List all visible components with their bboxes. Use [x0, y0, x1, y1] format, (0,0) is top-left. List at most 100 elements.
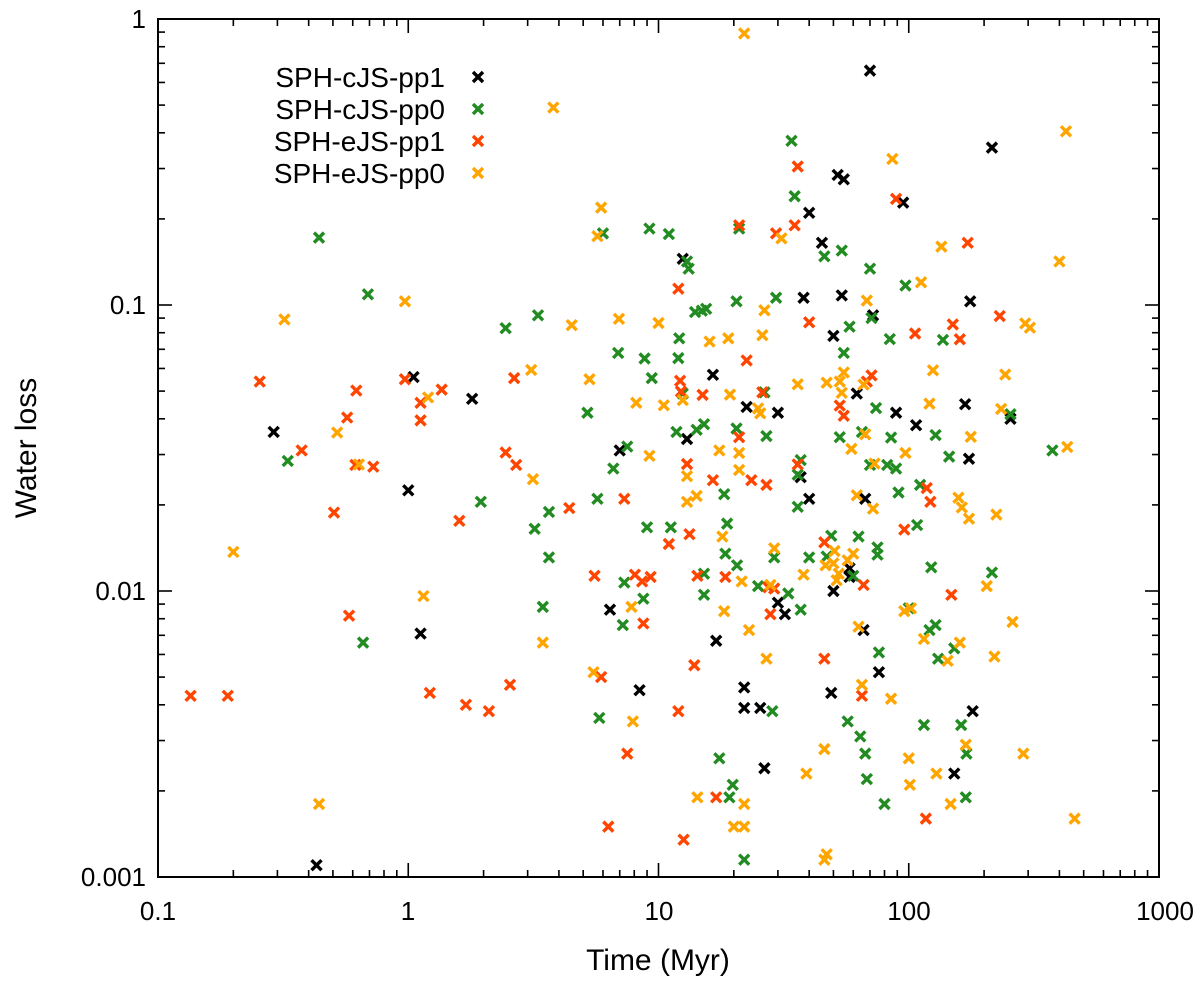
data-point-sph-ejs-pp1 [594, 670, 608, 684]
data-point-sph-ejs-pp1 [295, 444, 308, 457]
data-point-sph-ejs-pp1 [435, 383, 448, 396]
data-point-sph-ejs-pp0 [904, 602, 918, 615]
data-point-sph-cjs-pp1 [797, 291, 810, 304]
data-point-sph-ejs-pp0 [312, 797, 326, 811]
data-point-sph-cjs-pp0 [936, 333, 950, 347]
data-point-sph-ejs-pp0 [352, 458, 366, 471]
data-point-sph-ejs-pp0 [525, 363, 538, 377]
data-point-sph-ejs-pp0 [980, 579, 993, 593]
data-point-sph-cjs-pp1 [863, 64, 877, 77]
data-point-sph-cjs-pp1 [966, 704, 979, 718]
data-point-sph-ejs-pp0 [1006, 615, 1019, 629]
data-point-sph-ejs-pp1 [788, 219, 801, 232]
data-point-sph-cjs-pp1 [267, 425, 280, 439]
data-point-sph-ejs-pp0 [1053, 255, 1066, 268]
data-point-sph-cjs-pp0 [618, 576, 631, 589]
data-point-sph-ejs-pp0 [800, 767, 813, 780]
legend-marker-sph-ejs-pp1 [471, 134, 485, 148]
data-point-sph-cjs-pp0 [841, 715, 854, 728]
data-point-sph-ejs-pp1 [760, 478, 773, 492]
data-point-sph-ejs-pp0 [278, 313, 291, 326]
data-point-sph-cjs-pp0 [673, 332, 686, 345]
data-point-sph-ejs-pp0 [828, 544, 841, 558]
data-point-sph-ejs-pp0 [691, 791, 704, 804]
data-point-sph-ejs-pp0 [944, 797, 957, 811]
data-point-sph-ejs-pp0 [941, 654, 954, 668]
data-point-sph-cjs-pp1 [758, 762, 771, 775]
data-point-sph-ejs-pp1 [756, 386, 769, 399]
data-point-sph-ejs-pp1 [889, 192, 903, 206]
data-point-sph-cjs-pp0 [871, 541, 884, 554]
data-point-sph-ejs-pp1 [253, 375, 266, 388]
data-point-sph-cjs-pp1 [896, 196, 910, 209]
data-point-sph-ejs-pp0 [855, 678, 869, 691]
data-point-sph-cjs-pp1 [859, 492, 872, 506]
data-point-sph-cjs-pp0 [607, 462, 620, 475]
data-point-sph-ejs-pp0 [886, 152, 899, 166]
data-point-sph-ejs-pp1 [683, 527, 696, 541]
data-point-sph-ejs-pp0 [857, 378, 870, 391]
data-point-sph-cjs-pp1 [872, 666, 886, 679]
data-point-sph-ejs-pp0 [421, 391, 435, 404]
data-point-sph-ejs-pp1 [688, 659, 701, 672]
data-point-sph-ejs-pp1 [367, 460, 380, 473]
x-tick-label: 100 [887, 896, 930, 926]
data-point-sph-ejs-pp0 [899, 446, 912, 460]
data-point-sph-ejs-pp1 [423, 686, 437, 700]
data-point-sph-ejs-pp1 [818, 652, 831, 665]
data-point-sph-ejs-pp1 [919, 812, 933, 825]
data-point-sph-cjs-pp0 [854, 730, 867, 743]
data-point-sph-ejs-pp0 [735, 575, 748, 588]
data-point-sph-cjs-pp0 [865, 311, 878, 325]
data-point-sph-ejs-pp0 [1061, 440, 1074, 454]
data-point-sph-ejs-pp0 [820, 376, 833, 389]
data-point-sph-cjs-pp1 [958, 397, 972, 411]
data-point-sph-ejs-pp1 [791, 160, 804, 173]
data-point-sph-ejs-pp1 [414, 414, 427, 427]
data-point-sph-cjs-pp0 [959, 791, 972, 804]
data-point-sph-ejs-pp0 [680, 469, 694, 483]
data-point-sph-cjs-pp0 [720, 517, 734, 530]
y-tick-label: 1 [132, 4, 146, 34]
data-point-sph-ejs-pp0 [626, 715, 640, 728]
data-point-sph-ejs-pp1 [499, 446, 512, 459]
data-point-sph-ejs-pp0 [676, 393, 689, 407]
data-point-sph-ejs-pp1 [327, 506, 341, 519]
data-point-sph-ejs-pp0 [591, 230, 604, 243]
data-point-sph-cjs-pp0 [645, 371, 658, 385]
data-point-sph-ejs-pp1 [674, 385, 688, 398]
data-point-sph-ejs-pp1 [503, 678, 517, 691]
data-point-sph-ejs-pp0 [737, 820, 751, 833]
data-point-sph-cjs-pp0 [802, 551, 816, 564]
data-point-sph-cjs-pp0 [361, 288, 375, 301]
data-point-sph-cjs-pp0 [899, 279, 912, 292]
data-point-sph-ejs-pp0 [866, 502, 880, 515]
data-point-sph-cjs-pp0 [782, 587, 795, 600]
data-point-sph-cjs-pp1 [709, 634, 723, 647]
data-point-sph-cjs-pp1 [802, 492, 816, 506]
legend-marker-sph-ejs-pp0 [471, 166, 485, 180]
data-point-sph-ejs-pp0 [860, 294, 874, 307]
data-point-sph-cjs-pp1 [613, 444, 626, 457]
y-tick-label: 0.1 [110, 290, 146, 320]
data-point-sph-ejs-pp1 [732, 430, 746, 444]
data-point-sph-ejs-pp0 [657, 399, 671, 412]
data-point-sph-ejs-pp1 [398, 373, 412, 386]
data-point-sph-ejs-pp0 [630, 396, 643, 410]
data-point-sph-cjs-pp0 [791, 468, 804, 481]
data-point-sph-ejs-pp1 [855, 689, 869, 703]
data-point-sph-ejs-pp1 [680, 457, 694, 471]
data-point-sph-cjs-pp0 [768, 551, 781, 564]
data-point-sph-ejs-pp0 [398, 295, 412, 308]
data-point-sph-ejs-pp0 [898, 604, 911, 618]
data-point-sph-cjs-pp0 [611, 346, 625, 360]
data-point-sph-cjs-pp0 [863, 262, 877, 275]
data-point-sph-cjs-pp0 [536, 600, 550, 614]
data-point-sph-ejs-pp1 [221, 689, 234, 703]
data-point-sph-ejs-pp0 [652, 316, 665, 330]
data-point-sph-ejs-pp0 [594, 201, 608, 214]
data-point-sph-cjs-pp1 [815, 236, 829, 250]
data-point-sph-ejs-pp0 [964, 430, 978, 444]
data-point-sph-ejs-pp1 [350, 384, 363, 397]
data-point-sph-ejs-pp0 [723, 388, 737, 401]
